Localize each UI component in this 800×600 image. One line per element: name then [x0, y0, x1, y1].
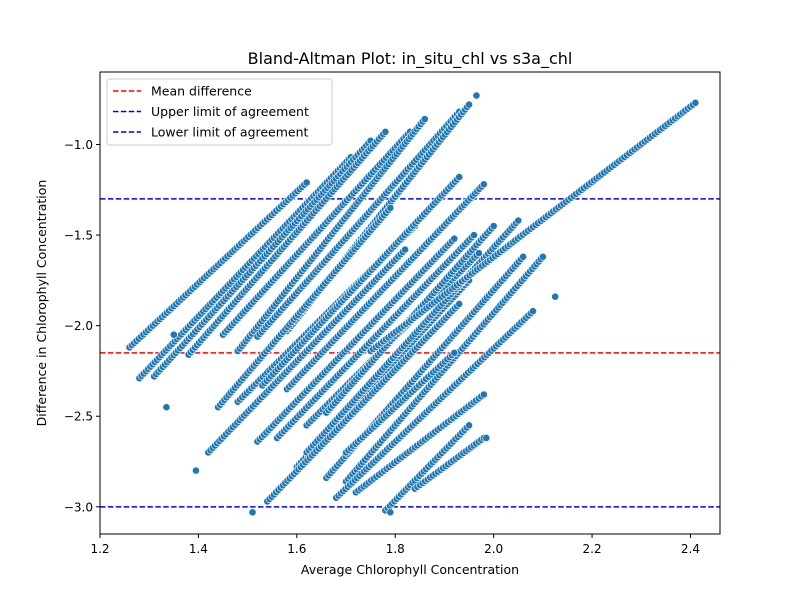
data-point [450, 234, 459, 243]
y-axis: −1.0 −1.5 −2.0 −2.5 −3.0 [64, 138, 100, 514]
data-point [465, 421, 473, 430]
data-point [455, 300, 464, 308]
x-tick-label: 2.2 [583, 542, 602, 556]
data-point [401, 245, 409, 254]
data-point [482, 434, 491, 442]
data-point [479, 180, 488, 189]
data-point [691, 98, 700, 107]
data-point [465, 100, 473, 109]
data-point [489, 222, 498, 230]
data-point [302, 178, 311, 187]
x-tick-label: 1.2 [90, 542, 109, 556]
legend-entry-label: Upper limit of agreement [151, 104, 309, 119]
data-point [538, 252, 547, 261]
data-point [551, 292, 560, 301]
y-tick-label: −1.0 [64, 138, 93, 152]
x-tick-label: 1.8 [386, 542, 405, 556]
data-point [192, 466, 200, 475]
x-axis-label: Average Chlorophyll Concentration [301, 562, 519, 577]
y-tick-label: −2.5 [64, 410, 93, 424]
data-point [472, 91, 481, 100]
data-point [455, 173, 464, 181]
data-point [514, 216, 523, 225]
data-point [519, 252, 528, 261]
x-axis: 1.2 1.4 1.6 1.8 2.0 2.2 2.4 [90, 534, 700, 556]
data-point [386, 203, 395, 212]
chart-title: Bland-Altman Plot: in_situ_chl vs s3a_ch… [248, 49, 573, 69]
x-tick-label: 1.4 [189, 542, 208, 556]
x-tick-label: 1.6 [287, 542, 306, 556]
data-point [248, 508, 257, 517]
x-tick-label: 2.4 [681, 542, 700, 556]
legend-entry-label: Mean difference [151, 84, 252, 99]
y-tick-label: −3.0 [64, 500, 93, 514]
data-point [386, 508, 395, 517]
data-point [474, 249, 483, 258]
legend: Mean difference Upper limit of agreement L… [106, 78, 333, 146]
data-point [470, 231, 478, 239]
y-tick-label: −2.0 [64, 319, 93, 333]
data-point [529, 307, 537, 316]
scatter-points [125, 91, 700, 517]
legend-entry-label: Lower limit of agreement [151, 125, 309, 140]
y-tick-label: −1.5 [64, 229, 93, 243]
data-point [450, 348, 459, 357]
data-point [169, 330, 178, 339]
plot-frame [99, 71, 721, 535]
data-point [479, 390, 488, 399]
x-tick-label: 2.0 [484, 542, 503, 556]
data-point [381, 127, 390, 136]
data-point [162, 403, 171, 412]
legend-box [106, 78, 333, 146]
y-axis-label: Difference in Chlorophyll Concentration [34, 180, 49, 427]
data-point [420, 115, 429, 124]
